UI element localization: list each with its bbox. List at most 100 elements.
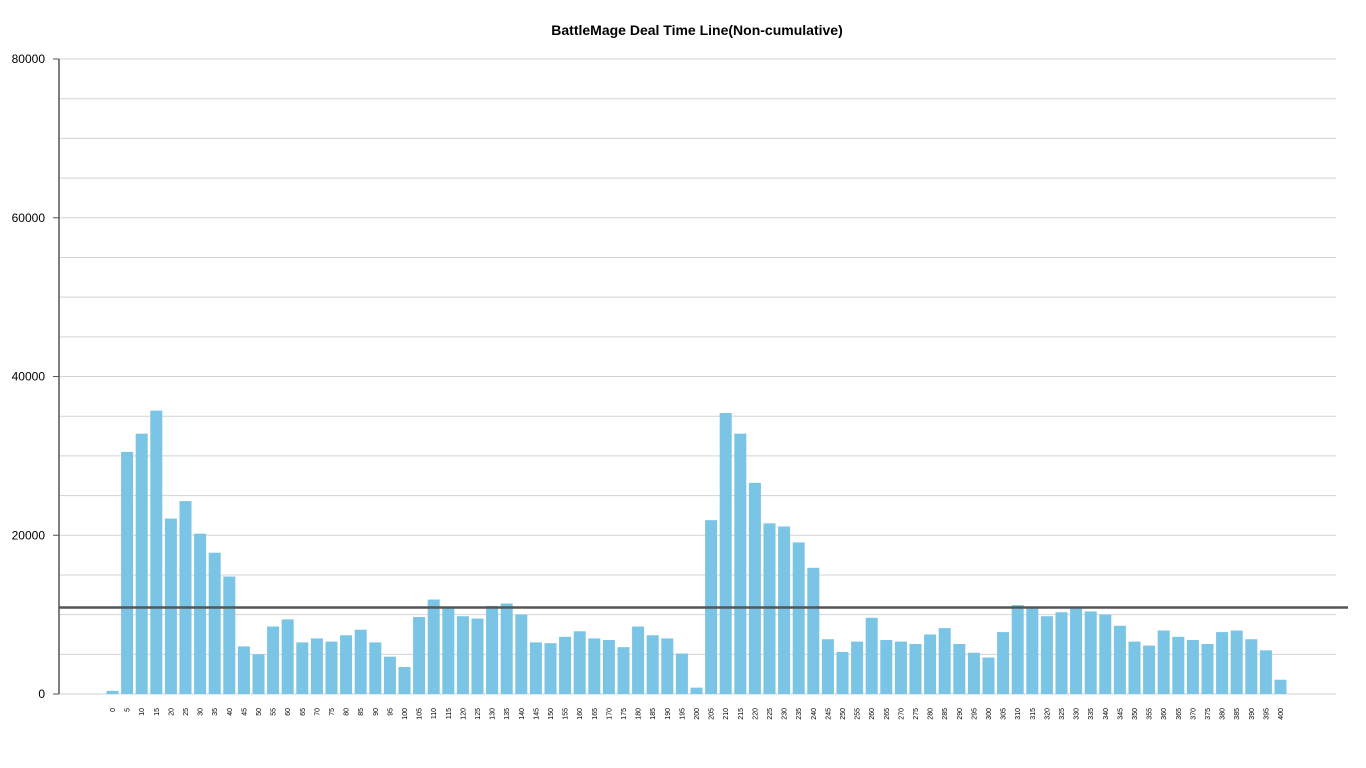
bar: [515, 614, 528, 694]
bar: [646, 635, 659, 694]
bar: [354, 629, 367, 694]
x-tick-label: 280: [928, 708, 935, 720]
y-tick-label: 60000: [12, 211, 46, 225]
x-tick-label: 105: [417, 708, 424, 720]
x-tick-label: 120: [460, 708, 467, 720]
bar: [880, 640, 893, 694]
x-tick-label: 210: [723, 708, 730, 720]
x-tick-label: 300: [986, 708, 993, 720]
x-tick-label: 175: [621, 708, 628, 720]
x-tick-label: 245: [825, 708, 832, 720]
bar: [778, 526, 791, 694]
x-tick-label: 330: [1074, 708, 1081, 720]
x-tick-label: 190: [665, 708, 672, 720]
x-tick-label: 315: [1030, 708, 1037, 720]
x-tick-label: 230: [782, 708, 789, 720]
x-tick-label: 270: [898, 708, 905, 720]
bar: [1143, 645, 1156, 694]
x-tick-label: 70: [314, 708, 321, 716]
y-axis-ticks: 0 20000 40000 60000 80000: [12, 52, 59, 701]
x-tick-label: 40: [227, 708, 234, 716]
x-tick-label: 355: [1147, 708, 1154, 720]
x-tick-label: 160: [577, 708, 584, 720]
bar: [836, 651, 849, 694]
x-tick-label: 310: [1015, 708, 1022, 720]
x-tick-label: 365: [1176, 708, 1183, 720]
bar: [208, 552, 221, 694]
bar: [1216, 632, 1229, 694]
bar: [179, 501, 192, 694]
bar: [413, 617, 426, 694]
bar: [1201, 643, 1214, 694]
x-tick-label: 400: [1278, 708, 1285, 720]
x-tick-label: 250: [840, 708, 847, 720]
x-axis-ticks: 0 5 10 15 20 25 30 35 40 45 50 55 60 65 70 75 80 85 90 95 10…: [110, 708, 1285, 720]
x-tick-label: 60: [285, 708, 292, 716]
bar: [150, 410, 163, 694]
bar: [398, 667, 411, 694]
x-tick-label: 335: [1088, 708, 1095, 720]
bar: [106, 690, 119, 694]
x-tick-label: 375: [1205, 708, 1212, 720]
x-tick-label: 55: [271, 708, 278, 716]
x-tick-label: 345: [1117, 708, 1124, 720]
x-tick-label: 370: [1190, 708, 1197, 720]
bar: [194, 533, 207, 694]
bar: [938, 628, 951, 694]
bar: [1172, 636, 1185, 694]
x-tick-label: 260: [869, 708, 876, 720]
bar: [252, 654, 265, 694]
bar: [471, 618, 484, 694]
y-tick-label: 40000: [12, 370, 46, 384]
chart-title: BattleMage Deal Time Line(Non-cumulative…: [551, 22, 843, 38]
x-tick-label: 0: [110, 708, 117, 712]
x-tick-label: 265: [884, 708, 891, 720]
bar: [383, 656, 396, 694]
x-tick-label: 25: [183, 708, 190, 716]
x-tick-label: 170: [606, 708, 613, 720]
x-tick-label: 90: [373, 708, 380, 716]
x-tick-label: 215: [738, 708, 745, 720]
bar: [851, 641, 864, 694]
bar: [486, 605, 499, 694]
bar: [267, 626, 280, 694]
bar: [1099, 614, 1112, 694]
x-tick-label: 320: [1044, 708, 1051, 720]
bar: [865, 617, 878, 694]
bar: [1274, 679, 1287, 694]
x-tick-label: 195: [679, 708, 686, 720]
bar: [296, 642, 309, 694]
bar: [1055, 612, 1068, 694]
x-tick-label: 35: [212, 708, 219, 716]
x-tick-label: 65: [300, 708, 307, 716]
bar: [588, 638, 601, 694]
bar: [427, 599, 440, 694]
x-tick-label: 50: [256, 708, 263, 716]
x-tick-label: 10: [139, 708, 146, 716]
x-tick-label: 325: [1059, 708, 1066, 720]
x-tick-label: 380: [1220, 708, 1227, 720]
bar: [135, 433, 148, 694]
x-tick-label: 140: [519, 708, 526, 720]
bar: [1070, 606, 1083, 694]
bar: [997, 632, 1010, 694]
bar: [953, 643, 966, 694]
bar: [325, 641, 338, 694]
x-tick-label: 185: [650, 708, 657, 720]
x-tick-label: 290: [957, 708, 964, 720]
bar: [1113, 625, 1126, 694]
bar: [675, 653, 688, 694]
bar: [456, 616, 469, 694]
bar: [1230, 630, 1243, 694]
bar: [237, 646, 250, 694]
gridlines: [59, 58, 1336, 695]
x-tick-label: 385: [1234, 708, 1241, 720]
bar-series: [106, 410, 1287, 694]
bar: [632, 626, 645, 694]
bar: [617, 647, 630, 694]
x-tick-label: 165: [592, 708, 599, 720]
bar: [909, 643, 922, 694]
x-tick-label: 75: [329, 708, 336, 716]
x-tick-label: 360: [1161, 708, 1168, 720]
bar: [281, 619, 294, 694]
